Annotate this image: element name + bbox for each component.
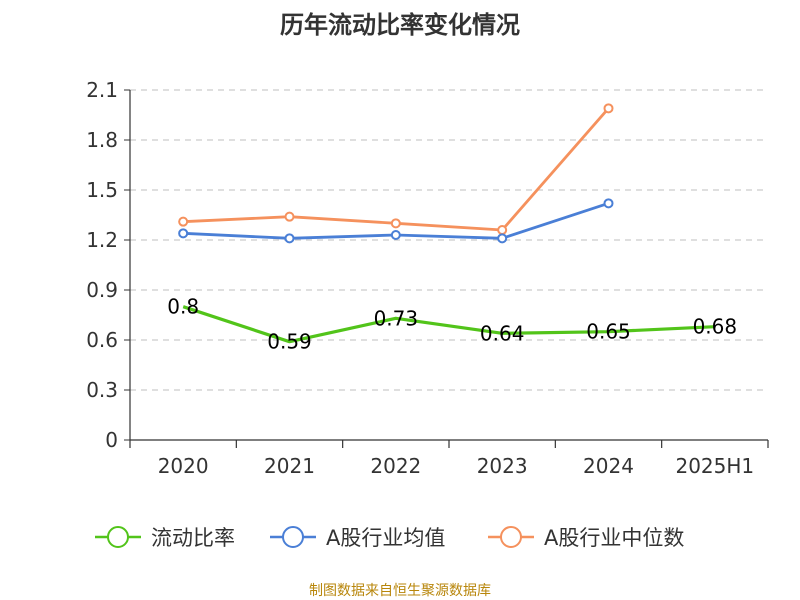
data-point xyxy=(390,218,401,229)
axes: 0 0.3 0.6 0.9 1.2 1.5 1.8 2.1 2020 2021 2022 2023 20… xyxy=(86,78,769,478)
grid xyxy=(130,89,768,391)
data-point xyxy=(178,216,189,227)
x-tick-label: 2020 xyxy=(158,454,209,478)
data-label: 0.8 xyxy=(167,295,199,319)
series xyxy=(178,103,715,344)
data-point xyxy=(497,233,508,244)
series-line xyxy=(183,107,610,232)
y-tick-label: 1.5 xyxy=(86,178,118,202)
data-point xyxy=(284,233,295,244)
y-tick-label: 0.6 xyxy=(86,328,118,352)
legend-swatch-marker xyxy=(500,526,522,548)
series-line xyxy=(182,305,715,344)
data-source: 制图数据来自恒生聚源数据库 xyxy=(309,583,491,599)
legend-label: 流动比率 xyxy=(151,526,235,550)
data-label: 0.59 xyxy=(267,330,312,354)
y-tick-label: 0 xyxy=(105,428,118,452)
legend-label: A股行业均值 xyxy=(326,526,445,550)
y-tick-label: 2.1 xyxy=(86,78,118,102)
data-point xyxy=(603,198,614,209)
legend-item[interactable]: 流动比率 xyxy=(95,526,235,550)
x-tick-label: 2024 xyxy=(583,454,634,478)
x-tick-label: 2023 xyxy=(477,454,528,478)
data-label: 0.64 xyxy=(480,321,525,345)
data-point xyxy=(497,225,508,235)
data-point xyxy=(178,228,189,239)
data-point xyxy=(390,230,401,240)
legend-item[interactable]: A股行业均值 xyxy=(270,526,445,550)
data-label: 0.65 xyxy=(586,320,631,344)
y-tick-label: 1.8 xyxy=(86,128,118,152)
legend-item[interactable]: A股行业中位数 xyxy=(488,526,684,550)
y-tick-label: 0.3 xyxy=(86,378,118,402)
data-label: 0.73 xyxy=(374,306,419,330)
data-label: 0.68 xyxy=(693,315,738,339)
x-tick-label: 2025H1 xyxy=(675,454,754,478)
y-tick-label: 0.9 xyxy=(86,278,118,302)
legend-label: A股行业中位数 xyxy=(544,526,684,550)
x-tick-label: 2021 xyxy=(264,454,315,478)
legend-swatch-marker xyxy=(282,526,304,548)
x-tick-label: 2022 xyxy=(370,454,421,478)
chart-title: 历年流动比率变化情况 xyxy=(280,11,520,39)
data-labels: 0.8 0.59 0.73 0.64 0.65 0.68 xyxy=(167,295,737,354)
legend: 流动比率 A股行业均值 A股行业中位数 xyxy=(95,526,684,550)
y-tick-label: 1.2 xyxy=(86,228,118,252)
data-point xyxy=(603,103,614,114)
data-point xyxy=(284,211,295,222)
legend-swatch-marker xyxy=(107,526,129,548)
